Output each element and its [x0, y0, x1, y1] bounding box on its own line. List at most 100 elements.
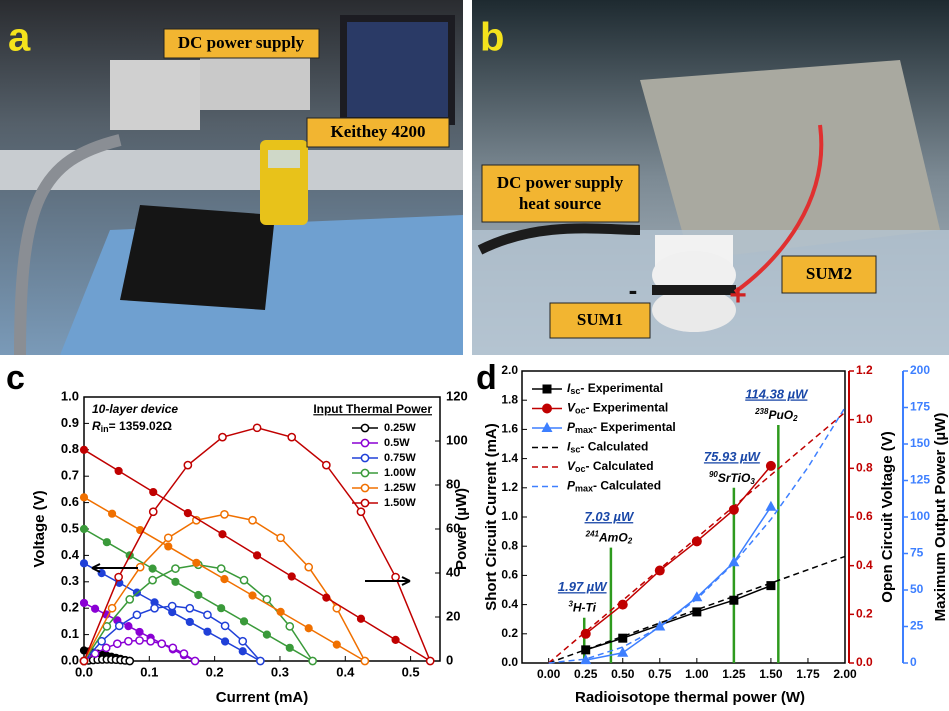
voltage-point — [277, 608, 284, 615]
experimental-line — [586, 586, 771, 650]
voltage-point — [305, 625, 312, 632]
power-point — [357, 508, 364, 515]
legend-label: Pmax- Experimental — [567, 420, 676, 435]
voltage-point — [103, 539, 110, 546]
power-point — [150, 508, 157, 515]
legend-text: - Calculated — [586, 459, 654, 473]
legend-marker — [361, 439, 368, 446]
legend-marker — [361, 424, 368, 431]
legend-text: - Experimental — [580, 381, 663, 395]
experimental-line — [586, 507, 771, 660]
legend-sub: sc — [570, 445, 580, 455]
power-point — [115, 573, 122, 580]
power-point — [169, 602, 176, 609]
power-point — [80, 657, 87, 664]
voltage-point — [80, 560, 87, 567]
y2-tick-label: 1.0 — [856, 412, 873, 426]
legend-sub: oc — [575, 406, 586, 416]
isotope-mass: 241 — [585, 530, 600, 539]
legend-sub: max — [575, 425, 593, 435]
voltage-point — [249, 592, 256, 599]
power-point — [151, 605, 158, 612]
data-point — [766, 461, 776, 471]
power-point — [126, 657, 133, 664]
annotation-text: = 1359.02Ω — [109, 419, 173, 433]
isotope-formula: SrTiO — [718, 471, 751, 485]
y-tick-label: 0.1 — [61, 626, 79, 641]
y-tick-label: 0.8 — [61, 441, 79, 456]
power-point — [103, 644, 110, 651]
y-tick-label: 0.2 — [61, 600, 79, 615]
meter-display — [268, 150, 300, 168]
legend-marker — [361, 499, 368, 506]
panel-label: d — [476, 359, 497, 397]
voltage-point — [149, 565, 156, 572]
legend-label: 1.25W — [384, 482, 416, 494]
arrow — [365, 577, 410, 585]
legend-sub: sc — [570, 386, 580, 396]
x-tick-label: 1.00 — [685, 667, 709, 681]
legend-marker — [542, 404, 552, 414]
photo-a: DC power supply Keithey 4200 a — [0, 0, 463, 355]
y3-tick-label: 25 — [910, 619, 924, 633]
power-point — [184, 462, 191, 469]
isotope-mass: 238 — [754, 407, 769, 416]
power-point — [158, 640, 165, 647]
legend-text: - Experimental — [586, 401, 669, 415]
voltage-point — [165, 543, 172, 550]
screen — [347, 22, 448, 117]
power-point — [204, 611, 211, 618]
x-tick-label: 0.00 — [537, 667, 561, 681]
data-point — [618, 600, 628, 610]
y2-axis-label: Power (µW) — [453, 488, 470, 570]
power-point — [254, 424, 261, 431]
voltage-point — [80, 599, 87, 606]
power-point — [249, 517, 256, 524]
power-line — [84, 428, 430, 661]
isotope-name: 238PuO2 — [754, 407, 798, 423]
power-point — [147, 638, 154, 645]
voltage-point — [108, 510, 115, 517]
power-point — [108, 605, 115, 612]
x-tick-label: 1.50 — [759, 667, 783, 681]
isotope-formula: AmO — [598, 531, 628, 545]
isotope-power: 75.93 µW — [704, 449, 762, 464]
legend-label: Isc- Experimental — [567, 381, 663, 396]
legend-label: Isc- Calculated — [567, 440, 648, 455]
figure: DC power supply Keithey 4200 a DC power … — [0, 0, 949, 711]
isotope-formula: H-Ti — [573, 601, 597, 615]
voltage-point — [286, 644, 293, 651]
voltage-point — [221, 576, 228, 583]
y-tick-label: 0.3 — [61, 573, 79, 588]
voltage-point — [254, 552, 261, 559]
power-point — [257, 657, 264, 664]
voltage-point — [186, 618, 193, 625]
voltage-point — [357, 615, 364, 622]
power-point — [191, 657, 198, 664]
y-tick-label: 0.4 — [501, 597, 518, 611]
voltage-point — [288, 573, 295, 580]
y2-tick-label: 0.6 — [856, 509, 873, 523]
legend-text: - Experimental — [593, 420, 676, 434]
power-point — [125, 638, 132, 645]
isotope-sub: 2 — [792, 414, 798, 423]
power-point — [169, 644, 176, 651]
voltage-point — [80, 494, 87, 501]
y-tick-label: 0.8 — [501, 538, 518, 552]
callout: DC power supply — [178, 33, 305, 52]
voltage-point — [92, 605, 99, 612]
y2-tick-label: 0 — [446, 652, 453, 667]
x-axis-label: Current (mA) — [216, 689, 309, 706]
y3-tick-label: 75 — [910, 546, 924, 560]
data-point — [581, 645, 590, 654]
voltage-point — [219, 531, 226, 538]
y-tick-label: 0.0 — [61, 652, 79, 667]
annotation-symbol: R — [92, 419, 101, 433]
power-point — [133, 611, 140, 618]
voltage-point — [184, 510, 191, 517]
x-tick-label: 0.75 — [648, 667, 672, 681]
voltage-point — [263, 631, 270, 638]
y-tick-label: 1.0 — [501, 509, 518, 523]
y3-axis-label: Maximum Output Power (µW) — [932, 413, 949, 622]
callout: heat source — [519, 194, 602, 213]
